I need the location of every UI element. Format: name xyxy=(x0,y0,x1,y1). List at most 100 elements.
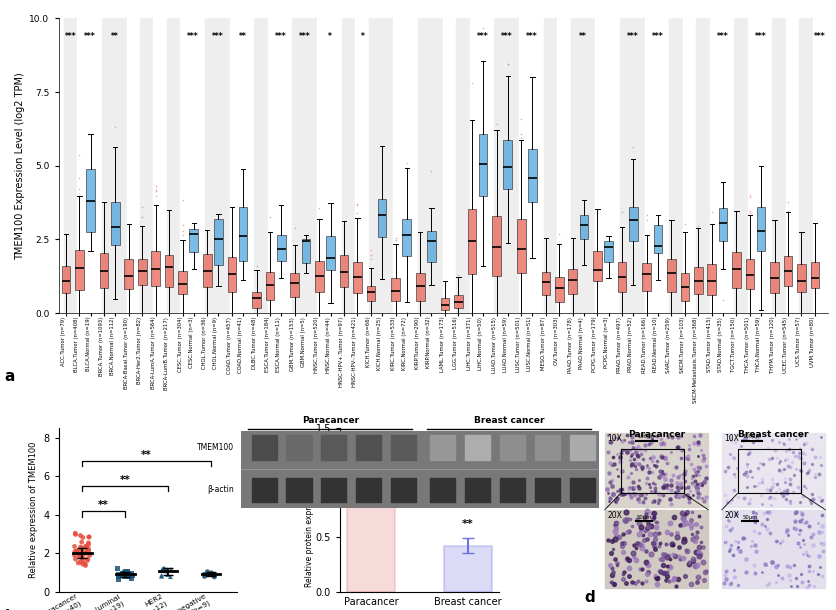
Point xyxy=(82,538,95,548)
Point xyxy=(161,570,175,580)
Point xyxy=(69,528,82,538)
Bar xyxy=(181,18,204,313)
Text: ***: *** xyxy=(526,32,538,41)
Point xyxy=(79,561,92,570)
Point xyxy=(201,570,215,580)
Bar xyxy=(317,18,341,313)
Text: 100μm: 100μm xyxy=(743,434,762,439)
Text: **: ** xyxy=(141,450,152,460)
Point xyxy=(79,542,93,552)
Point xyxy=(73,550,86,560)
Bar xyxy=(347,490,395,592)
PathPatch shape xyxy=(798,264,806,292)
PathPatch shape xyxy=(667,259,675,292)
Point xyxy=(83,550,96,560)
Bar xyxy=(494,18,518,313)
Bar xyxy=(669,18,682,313)
Point xyxy=(76,558,89,567)
PathPatch shape xyxy=(378,199,386,237)
Point xyxy=(69,529,82,539)
Point xyxy=(75,537,89,547)
Point xyxy=(79,541,92,551)
Point xyxy=(161,565,174,575)
Point xyxy=(110,564,124,573)
Text: **: ** xyxy=(238,32,247,41)
PathPatch shape xyxy=(579,215,589,239)
Point xyxy=(79,559,92,569)
Text: ***: *** xyxy=(627,32,639,41)
Text: **: ** xyxy=(110,32,119,41)
Bar xyxy=(205,18,229,313)
PathPatch shape xyxy=(629,207,638,241)
Text: 20X: 20X xyxy=(607,511,622,520)
PathPatch shape xyxy=(492,216,501,276)
Text: Breast cancer: Breast cancer xyxy=(738,429,809,439)
Bar xyxy=(64,18,76,313)
Point xyxy=(123,572,136,581)
Bar xyxy=(254,18,267,313)
PathPatch shape xyxy=(178,271,187,294)
PathPatch shape xyxy=(62,265,70,293)
Bar xyxy=(595,18,619,313)
Bar xyxy=(369,18,393,313)
Bar xyxy=(154,18,166,313)
Point xyxy=(69,547,82,556)
PathPatch shape xyxy=(151,251,160,287)
Bar xyxy=(126,18,140,313)
PathPatch shape xyxy=(681,273,689,301)
Bar xyxy=(557,18,570,313)
Point xyxy=(115,570,128,580)
PathPatch shape xyxy=(227,257,237,292)
Bar xyxy=(140,18,153,313)
Bar xyxy=(747,18,772,313)
Text: d: d xyxy=(584,589,595,605)
Bar xyxy=(519,18,543,313)
Point xyxy=(76,554,89,564)
Bar xyxy=(786,18,798,313)
Text: *: * xyxy=(360,32,364,41)
PathPatch shape xyxy=(315,261,324,292)
PathPatch shape xyxy=(694,267,703,294)
PathPatch shape xyxy=(746,259,754,289)
Text: Paracancer: Paracancer xyxy=(302,416,359,425)
Text: b: b xyxy=(5,609,16,610)
Bar xyxy=(620,449,684,493)
Text: ***: *** xyxy=(814,32,826,41)
Y-axis label: TMEM100 Expression Level (log2 TPM): TMEM100 Expression Level (log2 TPM) xyxy=(15,72,25,260)
PathPatch shape xyxy=(416,273,425,301)
Point xyxy=(75,551,89,561)
Bar xyxy=(167,18,180,313)
Point xyxy=(68,542,81,551)
Point xyxy=(79,547,92,557)
Point xyxy=(79,548,92,558)
Point xyxy=(112,572,125,581)
Text: ***: *** xyxy=(299,32,311,41)
Text: a: a xyxy=(4,369,14,384)
PathPatch shape xyxy=(239,207,247,260)
Point xyxy=(80,543,94,553)
Point xyxy=(159,566,172,576)
PathPatch shape xyxy=(441,298,449,310)
Point xyxy=(115,569,129,578)
PathPatch shape xyxy=(811,262,819,288)
Point xyxy=(197,569,211,579)
PathPatch shape xyxy=(568,269,577,295)
Point xyxy=(75,548,89,558)
Point xyxy=(119,566,132,576)
PathPatch shape xyxy=(618,262,626,292)
Bar xyxy=(418,18,442,313)
PathPatch shape xyxy=(165,254,174,287)
Text: ***: *** xyxy=(477,32,488,41)
Bar xyxy=(355,18,368,313)
PathPatch shape xyxy=(479,134,487,196)
Point xyxy=(119,570,132,580)
Point xyxy=(125,570,138,580)
PathPatch shape xyxy=(326,236,335,270)
Bar xyxy=(543,18,556,313)
PathPatch shape xyxy=(99,253,109,288)
Text: ***: *** xyxy=(187,32,199,41)
Point xyxy=(75,543,89,553)
PathPatch shape xyxy=(427,231,436,262)
Point xyxy=(199,570,212,580)
Point xyxy=(201,567,214,576)
